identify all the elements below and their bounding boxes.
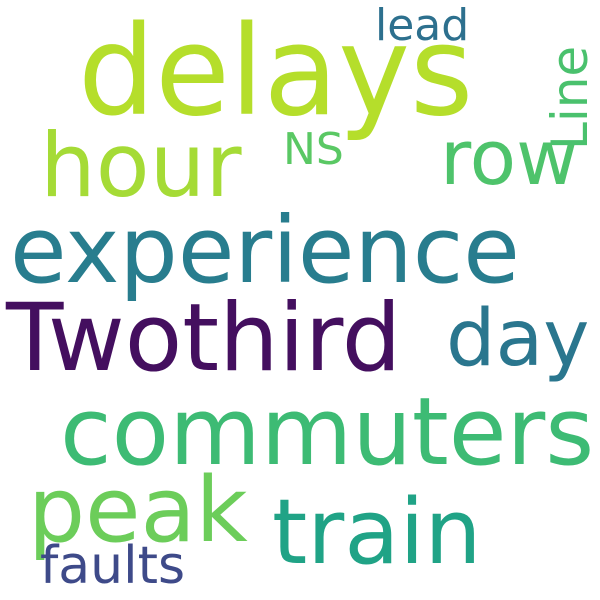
word-faults: faults	[40, 536, 186, 596]
word-line: Line	[541, 45, 599, 150]
word-hour: hour	[40, 114, 242, 217]
word-ns: NS	[283, 124, 344, 175]
word-twothird: Twothird	[6, 284, 402, 393]
word-commuters: commuters	[60, 378, 595, 487]
word-train: train	[272, 480, 482, 585]
word-experience: experience	[10, 197, 520, 304]
word-peak: peak	[28, 458, 248, 563]
word-delays: delays	[78, 0, 474, 144]
word-lead: lead	[375, 0, 470, 51]
word-day: day	[446, 294, 590, 384]
word-row: row	[440, 113, 579, 202]
